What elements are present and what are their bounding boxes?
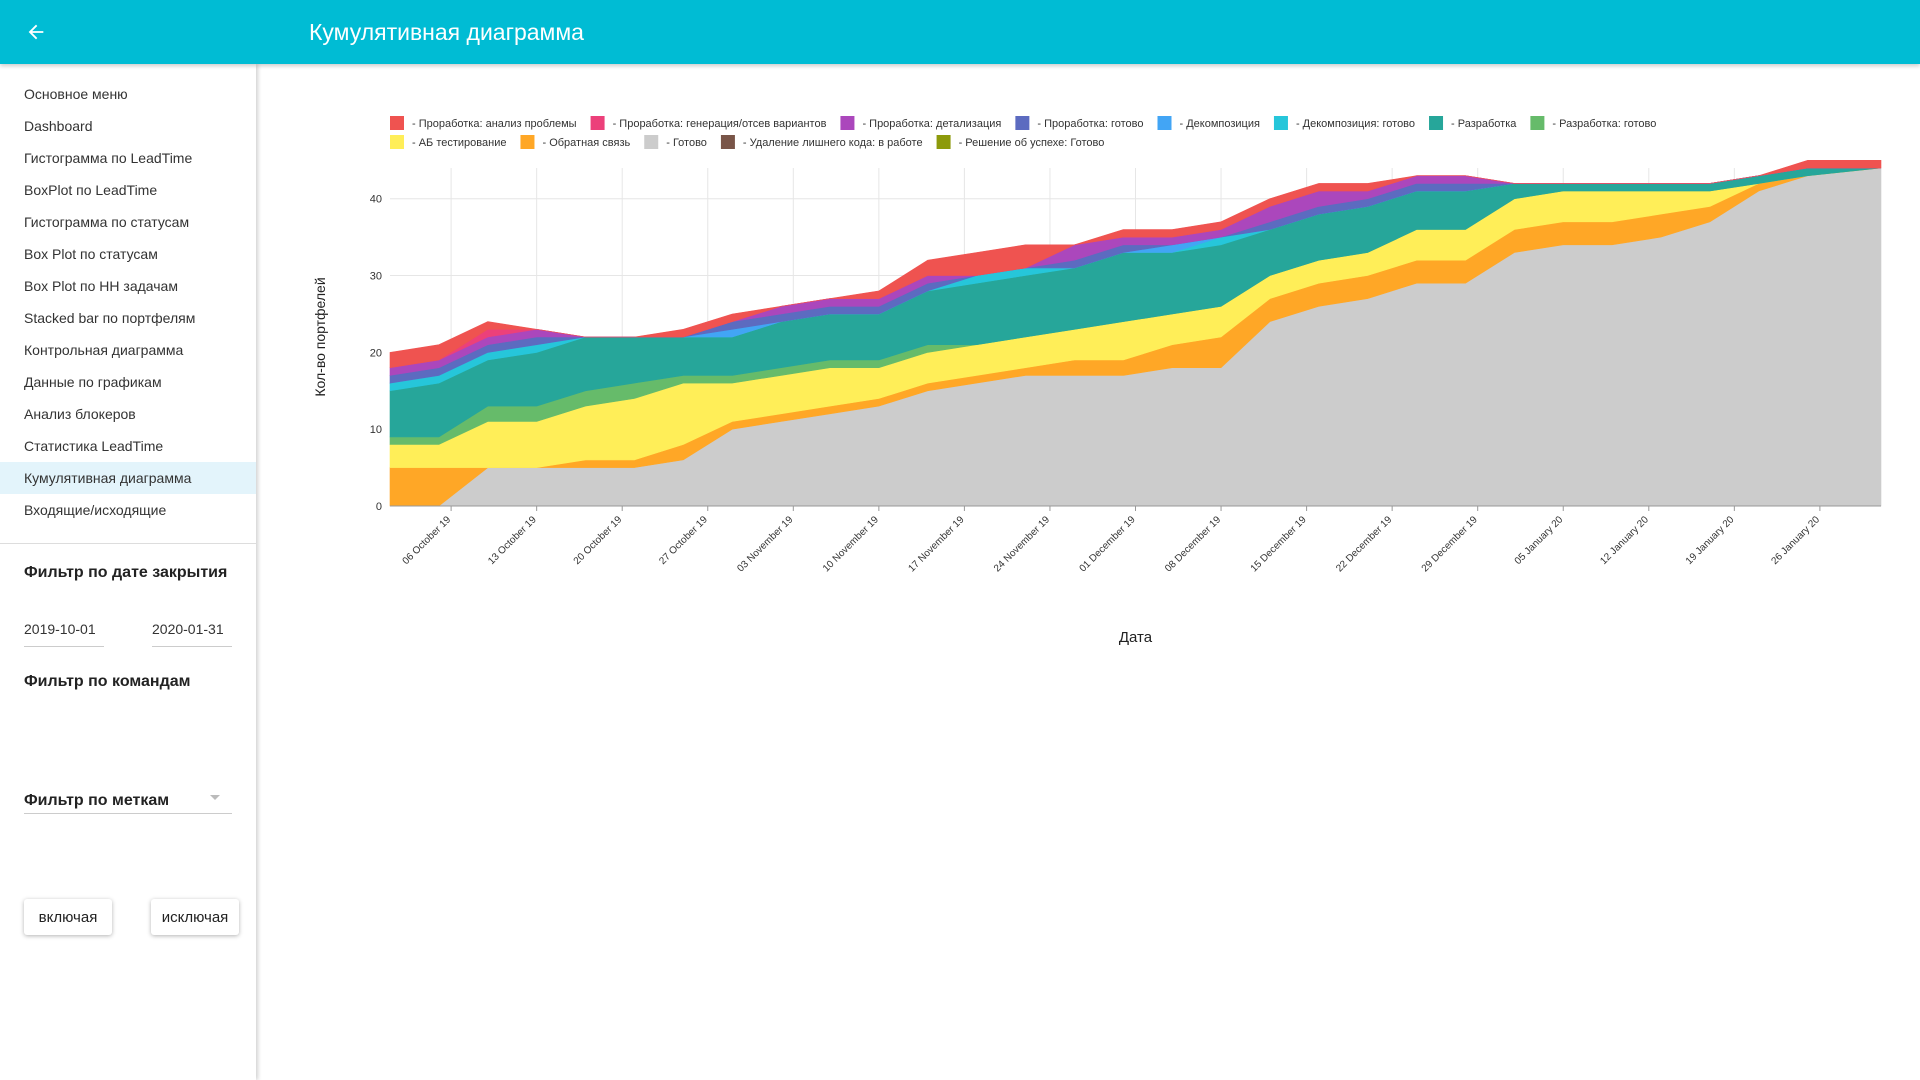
legend-swatch xyxy=(390,135,404,149)
legend-swatch xyxy=(1157,116,1172,130)
include-tags-button[interactable]: включая xyxy=(24,899,112,935)
legend-swatch xyxy=(936,135,951,149)
arrow-left-icon xyxy=(28,24,44,40)
x-tick-label: 26 January 20 xyxy=(1769,514,1822,567)
x-tick-label: 03 November 19 xyxy=(735,514,795,574)
x-tick-label: 27 October 19 xyxy=(657,514,710,567)
y-tick-label: 40 xyxy=(370,194,382,206)
legend-swatch xyxy=(840,116,855,130)
legend-label[interactable]: - Разработка: готово xyxy=(1552,118,1656,130)
sidebar-menu-item[interactable]: Кумулятивная диаграмма xyxy=(0,462,256,494)
y-tick-label: 10 xyxy=(370,424,382,436)
x-axis-title: Дата xyxy=(1119,629,1153,646)
date-from-field[interactable]: 2019-10-01 xyxy=(24,616,104,647)
chart-areas xyxy=(389,160,1882,507)
sidebar-divider xyxy=(0,543,256,544)
legend-swatch xyxy=(1015,116,1030,130)
legend-label[interactable]: - Удаление лишнего кода: в работе xyxy=(743,137,923,149)
legend-swatch xyxy=(1530,116,1545,130)
date-to-field[interactable]: 2020-01-31 xyxy=(152,616,232,647)
legend-label[interactable]: - Проработка: генерация/отсев вариантов xyxy=(613,118,827,130)
legend-label[interactable]: - Обратная связь xyxy=(542,137,630,149)
x-tick-label: 24 November 19 xyxy=(992,514,1052,574)
sidebar-menu-item[interactable]: Stacked bar по портфелям xyxy=(24,310,196,326)
x-tick-label: 01 December 19 xyxy=(1078,514,1138,574)
legend-label[interactable]: - Готово xyxy=(666,137,707,149)
chevron-down-icon xyxy=(210,795,220,800)
sidebar-menu-item[interactable]: Входящие/исходящие xyxy=(24,502,167,518)
sidebar-menu-item[interactable]: Box Plot по HH задачам xyxy=(24,278,178,294)
legend-swatch xyxy=(590,116,605,130)
legend-label[interactable]: - Проработка: анализ проблемы xyxy=(412,118,577,130)
x-tick-label: 17 November 19 xyxy=(906,514,966,574)
cumulative-flow-chart: - Проработка: анализ проблемы - Проработк… xyxy=(312,116,1882,646)
legend-label[interactable]: - Разработка xyxy=(1451,118,1517,130)
x-tick-label: 29 December 19 xyxy=(1420,514,1480,574)
legend-label[interactable]: - Решение об успехе: Готово xyxy=(959,137,1105,149)
y-tick-label: 0 xyxy=(376,501,382,513)
sidebar-menu-item[interactable]: Гистограмма по статусам xyxy=(24,214,190,230)
team-filter-title: Фильтр по командам xyxy=(24,673,191,690)
team-select[interactable] xyxy=(24,785,232,814)
legend-swatch xyxy=(390,116,404,130)
sidebar-menu: Основное меню Dashboard Гистограмма по Lea… xyxy=(0,78,256,526)
x-tick-label: 13 October 19 xyxy=(486,514,539,567)
exclude-tags-button[interactable]: исключая xyxy=(151,899,239,935)
sidebar-menu-item[interactable]: Статистика LeadTime xyxy=(24,438,164,454)
x-tick-label: 15 December 19 xyxy=(1249,514,1309,574)
sidebar-menu-item[interactable]: Анализ блокеров xyxy=(24,406,136,422)
x-tick-label: 20 October 19 xyxy=(572,514,625,567)
date-filter-title: Фильтр по дате закрытия xyxy=(24,564,228,581)
y-tick-label: 30 xyxy=(370,271,382,283)
x-tick-label: 22 December 19 xyxy=(1334,514,1394,574)
sidebar-menu-item[interactable]: Box Plot по статусам xyxy=(24,246,158,262)
legend-label[interactable]: - Проработка: готово xyxy=(1037,118,1143,130)
area-series-10 xyxy=(389,160,1882,369)
legend-swatch xyxy=(644,135,659,149)
legend-swatch xyxy=(1429,116,1444,130)
x-tick-label: 12 January 20 xyxy=(1598,514,1651,567)
top-app-bar: Кумулятивная диаграмма xyxy=(0,0,1920,64)
chart-legend: - Проработка: анализ проблемы - Проработк… xyxy=(390,116,1656,149)
sidebar-menu-item[interactable]: BoxPlot по LeadTime xyxy=(24,182,158,198)
sidebar-menu-item[interactable]: Dashboard xyxy=(24,118,93,134)
x-tick-label: 06 October 19 xyxy=(401,514,454,567)
x-tick-label: 05 January 20 xyxy=(1513,514,1566,567)
legend-swatch xyxy=(1273,116,1288,130)
sidebar-menu-item[interactable]: Данные по графикам xyxy=(24,374,162,390)
legend-swatch xyxy=(520,135,535,149)
legend-label[interactable]: - АБ тестирование xyxy=(412,137,506,149)
page-title: Кумулятивная диаграмма xyxy=(309,19,584,45)
y-tick-label: 20 xyxy=(370,347,382,359)
sidebar-menu-item[interactable]: Контрольная диаграмма xyxy=(24,342,184,358)
tag-filter-title: Фильтр по меткам xyxy=(24,792,170,809)
x-tick-label: 10 November 19 xyxy=(821,514,881,574)
x-tick-label: 19 January 20 xyxy=(1684,514,1737,567)
legend-label[interactable]: - Декомпозиция xyxy=(1180,118,1260,130)
y-axis-title: Кол-во портфелей xyxy=(312,277,328,396)
legend-swatch xyxy=(720,135,735,149)
back-button[interactable] xyxy=(20,16,52,48)
sidebar: Основное меню Dashboard Гистограмма по Lea… xyxy=(0,64,256,1080)
sidebar-menu-item[interactable]: Основное меню xyxy=(24,86,128,102)
legend-label[interactable]: - Декомпозиция: готово xyxy=(1296,118,1415,130)
sidebar-menu-item[interactable]: Гистограмма по LeadTime xyxy=(24,150,193,166)
x-tick-label: 08 December 19 xyxy=(1163,514,1223,574)
legend-label[interactable]: - Проработка: детализация xyxy=(862,118,1001,130)
